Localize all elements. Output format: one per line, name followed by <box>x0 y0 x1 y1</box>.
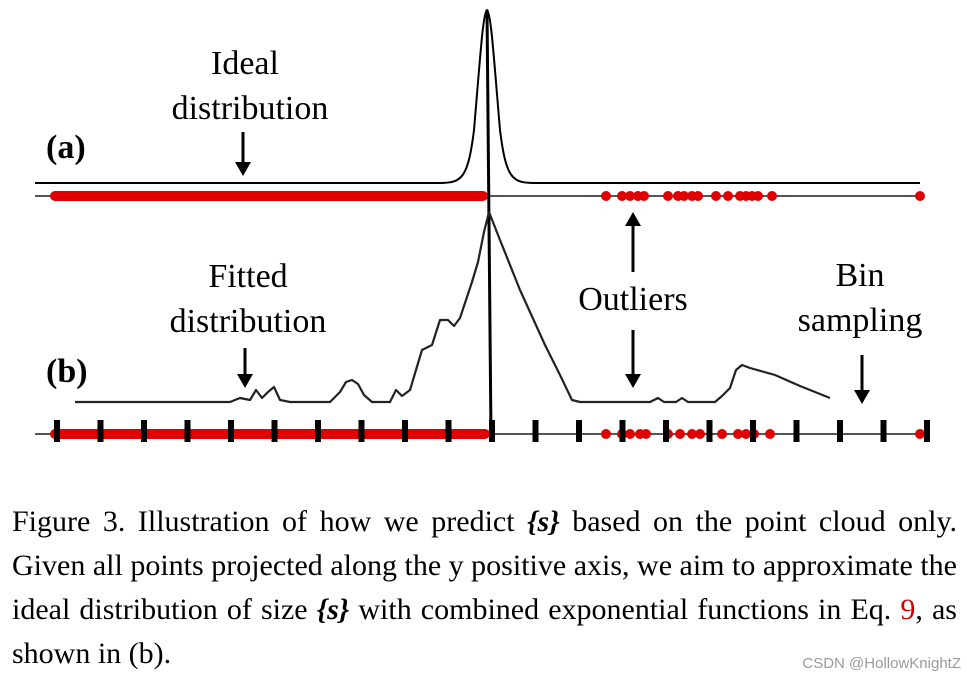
outlier-point <box>675 429 685 439</box>
panel-b-label: (b) <box>46 353 88 390</box>
outlier-point <box>767 191 777 201</box>
bin-tick <box>706 420 713 442</box>
outlier-point <box>625 429 635 439</box>
ideal-label-line1: Ideal <box>211 45 279 82</box>
outlier-point <box>641 429 651 439</box>
bin-tick <box>97 420 104 442</box>
points-dense-b <box>50 429 490 439</box>
caption-part3: with combined exponential functions in E… <box>349 593 901 626</box>
bin-label-line2: sampling <box>798 302 923 339</box>
ideal-distribution-curve <box>35 8 920 184</box>
outlier-point <box>679 191 689 201</box>
ideal-label-line2: distribution <box>172 90 329 127</box>
outlier-point <box>753 191 763 201</box>
bin-arrow <box>854 355 870 404</box>
bin-label-line1: Bin <box>835 257 884 294</box>
bin-tick <box>445 420 452 442</box>
fitted-arrow <box>237 348 253 388</box>
figure-illustration: (a) Ideal distribution (b) Fitted distri… <box>35 8 930 442</box>
bin-ticks <box>54 420 930 442</box>
bin-tick <box>750 420 756 442</box>
outlier-point <box>601 429 611 439</box>
outlier-point <box>617 191 627 201</box>
outliers-arrow-down <box>625 330 641 388</box>
outlier-point <box>741 429 751 439</box>
points-dense-a <box>50 191 488 201</box>
outliers-arrow-up <box>625 212 641 272</box>
outlier-point <box>625 191 635 201</box>
equation-reference-link[interactable]: 9 <box>900 593 916 626</box>
outlier-point <box>711 191 721 201</box>
outlier-point <box>695 429 705 439</box>
outlier-points-a <box>601 191 925 201</box>
set-symbol-2: {s} <box>316 593 350 626</box>
fitted-distribution-curve <box>75 210 831 404</box>
bin-tick <box>402 420 408 442</box>
outlier-point <box>601 191 611 201</box>
caption-part2: based on the point cloud only. Given all… <box>12 505 957 626</box>
outlier-point <box>915 191 925 201</box>
center-line <box>485 9 493 437</box>
watermark: CSDN @HollowKnightZ <box>802 655 961 672</box>
outlier-point <box>915 429 925 439</box>
outlier-point <box>723 191 733 201</box>
caption-part1: Illustration of how we predict <box>125 505 528 538</box>
bin-tick <box>489 420 495 442</box>
bin-tick <box>271 420 278 442</box>
bin-tick <box>619 420 626 442</box>
outlier-point <box>733 429 743 439</box>
outlier-point <box>639 191 649 201</box>
bin-tick <box>663 420 669 442</box>
outlier-point <box>717 429 727 439</box>
bin-tick <box>141 420 147 442</box>
bin-tick <box>793 420 800 442</box>
figure-caption: Figure 3. Illustration of how we predict… <box>12 500 957 676</box>
bin-tick <box>54 420 60 442</box>
bin-tick <box>880 420 887 442</box>
bin-tick <box>358 420 365 442</box>
fitted-label-line2: distribution <box>170 303 327 340</box>
bin-tick <box>184 420 191 442</box>
bin-tick <box>576 420 582 442</box>
outliers-label: Outliers <box>578 281 688 318</box>
bin-tick <box>532 420 539 442</box>
set-symbol: {s} <box>527 505 560 538</box>
caption-prefix: Figure 3. <box>12 505 126 538</box>
bin-tick <box>315 420 321 442</box>
bin-tick <box>837 420 843 442</box>
bin-tick <box>228 420 234 442</box>
caption-part4: , as shown in (b). <box>12 593 957 670</box>
outlier-point <box>765 429 775 439</box>
outlier-point <box>687 429 697 439</box>
fitted-label-line1: Fitted <box>208 258 287 295</box>
ideal-arrow <box>235 132 251 176</box>
bin-tick <box>924 420 930 442</box>
outlier-point <box>663 191 673 201</box>
panel-a-label: (a) <box>46 129 86 166</box>
outlier-point <box>693 191 703 201</box>
